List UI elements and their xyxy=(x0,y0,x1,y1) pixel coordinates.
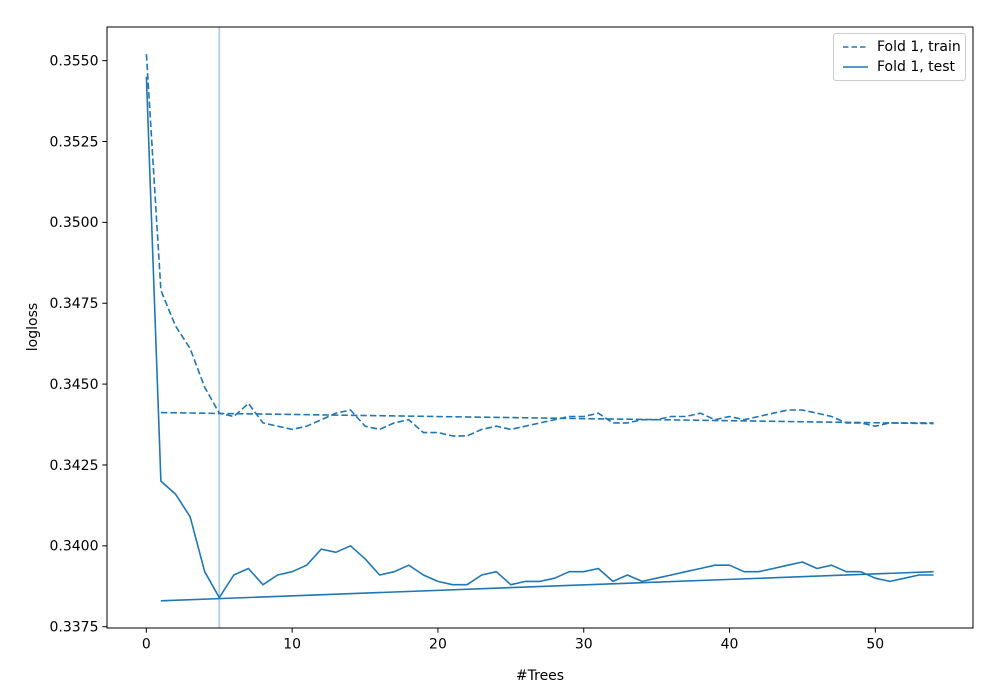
plot-border xyxy=(106,26,974,629)
legend-item-test: Fold 1, test xyxy=(842,59,958,75)
chart-layer: 0 10 20 30 40 50 0.3375 0.3400 0.3425 0.3450 0.347… xyxy=(50,26,974,653)
series-test-trend xyxy=(160,570,934,602)
y-tick-label: 0.3400 xyxy=(50,539,99,555)
series-train-trend xyxy=(160,411,934,425)
x-tick-label: 50 xyxy=(866,637,884,653)
y-tick-label: 0.3425 xyxy=(50,458,99,474)
y-tick-label: 0.3375 xyxy=(50,620,99,636)
x-tick-label: 40 xyxy=(721,637,739,653)
series-fold1-train xyxy=(145,54,934,437)
legend-train-label: Fold 1, train xyxy=(877,39,961,55)
y-tick-label: 0.3550 xyxy=(50,53,99,69)
legend-test-label: Fold 1, test xyxy=(877,59,956,75)
y-tick-label: 0.3525 xyxy=(50,134,99,150)
legend-test-solid-line-icon xyxy=(843,66,868,68)
x-tick-label: 20 xyxy=(429,637,447,653)
y-axis-label: logloss xyxy=(25,303,41,351)
legend: Fold 1, train Fold 1, test xyxy=(833,33,966,81)
x-tick-label: 0 xyxy=(142,637,151,653)
y-tick-label: 0.3450 xyxy=(50,377,99,393)
series-fold1-test xyxy=(145,76,934,599)
y-tick-label: 0.3475 xyxy=(50,296,99,312)
x-tick-label: 10 xyxy=(283,637,301,653)
legend-train-dashed-line-icon xyxy=(843,46,868,48)
x-tick-label: 30 xyxy=(575,637,593,653)
legend-item-train: Fold 1, train xyxy=(842,39,961,55)
y-tick-label: 0.3500 xyxy=(50,215,99,231)
x-axis-label: #Trees xyxy=(516,668,564,684)
